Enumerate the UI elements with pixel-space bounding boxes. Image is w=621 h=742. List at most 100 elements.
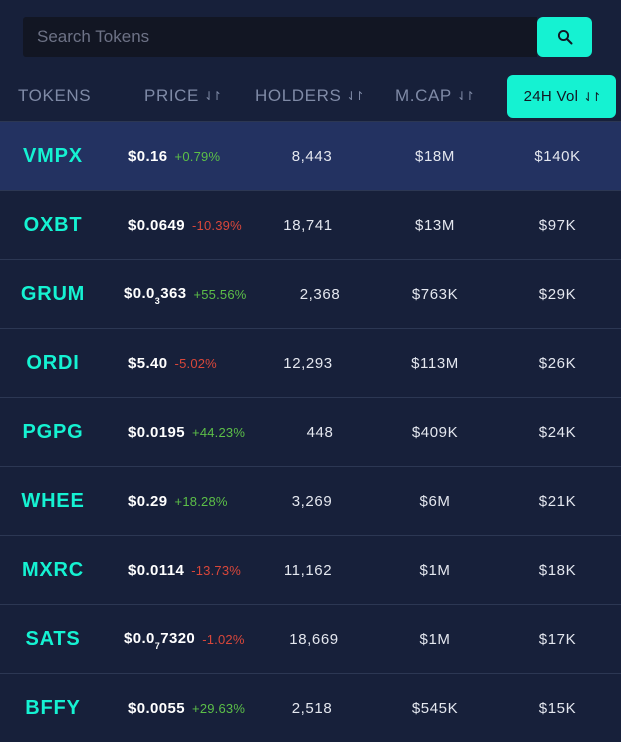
- token-price: $0.16: [128, 148, 168, 165]
- sort-icon: ⇃↾: [346, 89, 364, 103]
- token-symbol[interactable]: ORDI: [26, 351, 80, 374]
- price-main: $0.0055: [128, 699, 186, 717]
- token-row[interactable]: SATS $0.077320 -1.02% 18,669 $1M $17K: [0, 604, 621, 673]
- volume-24h: $97K: [538, 216, 577, 234]
- search-button[interactable]: [537, 17, 592, 57]
- holders-count: 8,443: [291, 147, 333, 165]
- token-symbol[interactable]: PGPG: [22, 420, 84, 443]
- sort-icon: ⇃↾: [456, 89, 475, 103]
- holders-count: 18,669: [289, 630, 339, 648]
- holders-count: 2,518: [291, 699, 333, 717]
- price-cell: $0.29 +18.28%: [128, 467, 228, 535]
- token-symbol[interactable]: OXBT: [23, 213, 83, 236]
- price-zero-count: 7: [154, 640, 161, 651]
- volume-24h: $24K: [538, 423, 577, 441]
- price-change: -5.02%: [174, 355, 217, 371]
- token-symbol[interactable]: BFFY: [25, 696, 81, 719]
- price-main: $5.40: [128, 354, 168, 372]
- price-cell: $0.0114 -13.73%: [128, 536, 241, 604]
- price-main: $0.29: [128, 492, 168, 510]
- token-row[interactable]: MXRC $0.0114 -13.73% 11,162 $1M $18K: [0, 535, 621, 604]
- price-digits: 7320: [160, 629, 196, 647]
- price-cell: $0.0195 +44.23%: [128, 398, 245, 466]
- token-price: $0.0114: [128, 562, 184, 579]
- market-cap: $409K: [411, 423, 459, 441]
- market-cap: $1M: [419, 630, 451, 648]
- market-cap: $1M: [419, 561, 451, 579]
- header-mcap[interactable]: M.CAP ⇃↾: [395, 74, 475, 118]
- token-row[interactable]: VMPX $0.16 +0.79% 8,443 $18M $140K: [0, 121, 621, 190]
- token-symbol[interactable]: MXRC: [21, 558, 85, 581]
- volume-24h: $17K: [538, 630, 577, 648]
- price-change: -10.39%: [192, 217, 242, 233]
- volume-24h: $15K: [538, 699, 577, 717]
- header-holders-label: HOLDERS: [255, 86, 342, 105]
- token-row[interactable]: OXBT $0.0649 -10.39% 18,741 $13M $97K: [0, 190, 621, 259]
- price-main: $0.0114: [128, 561, 185, 579]
- holders-count: 12,293: [283, 354, 333, 372]
- token-row[interactable]: BFFY $0.0055 +29.63% 2,518 $545K $15K: [0, 673, 621, 742]
- price-main: $0.0: [124, 284, 155, 302]
- token-price: $0.0195: [128, 424, 185, 441]
- header-holders[interactable]: HOLDERS ⇃↾: [255, 74, 365, 118]
- holders-count: 3,269: [291, 492, 333, 510]
- token-price: $0.077320: [124, 629, 196, 651]
- header-24h-vol[interactable]: 24H Vol ⇃↾: [507, 75, 616, 118]
- token-price: $0.29: [128, 493, 168, 510]
- header-price[interactable]: PRICE ⇃↾: [144, 74, 222, 118]
- volume-24h: $26K: [538, 354, 577, 372]
- holders-count: 2,368: [299, 285, 341, 303]
- header-mcap-label: M.CAP: [395, 86, 452, 105]
- market-cap: $113M: [411, 354, 459, 372]
- price-cell: $5.40 -5.02%: [128, 329, 217, 397]
- price-cell: $0.0649 -10.39%: [128, 191, 242, 259]
- volume-24h: $140K: [534, 147, 581, 165]
- token-symbol[interactable]: GRUM: [20, 282, 86, 305]
- market-cap: $18M: [415, 147, 455, 165]
- volume-24h: $29K: [538, 285, 577, 303]
- token-symbol[interactable]: SATS: [25, 627, 81, 650]
- token-row[interactable]: WHEE $0.29 +18.28% 3,269 $6M $21K: [0, 466, 621, 535]
- market-cap: $13M: [415, 216, 455, 234]
- price-change: +55.56%: [193, 286, 247, 302]
- header-tokens[interactable]: TOKENS: [18, 74, 91, 118]
- volume-24h: $21K: [538, 492, 577, 510]
- holders-count: 448: [306, 423, 334, 441]
- token-row[interactable]: PGPG $0.0195 +44.23% 448 $409K $24K: [0, 397, 621, 466]
- table-header: TOKENS PRICE ⇃↾ HOLDERS ⇃↾ M.CAP ⇃↾ 24H …: [0, 74, 621, 121]
- sort-icon: ⇃↾: [203, 89, 222, 103]
- token-price: $5.40: [128, 355, 168, 372]
- price-cell: $0.16 +0.79%: [128, 122, 220, 190]
- volume-24h: $18K: [538, 561, 577, 579]
- price-change: -1.02%: [202, 631, 245, 647]
- holders-count: 11,162: [283, 561, 333, 579]
- token-row[interactable]: GRUM $0.03363 +55.56% 2,368 $763K $29K: [0, 259, 621, 328]
- price-main: $0.16: [128, 147, 168, 165]
- market-cap: $763K: [411, 285, 459, 303]
- token-price: $0.03363: [124, 284, 187, 306]
- search-input[interactable]: [23, 17, 537, 57]
- search-icon: [557, 29, 572, 45]
- market-cap: $545K: [411, 699, 459, 717]
- header-vol-label: 24H Vol: [523, 88, 579, 105]
- price-change: +44.23%: [192, 424, 246, 440]
- price-change: +18.28%: [174, 493, 228, 509]
- price-change: +29.63%: [192, 700, 246, 716]
- price-cell: $0.0055 +29.63%: [128, 674, 245, 742]
- price-cell: $0.03363 +55.56%: [124, 260, 247, 328]
- price-change: +0.79%: [174, 148, 221, 164]
- price-cell: $0.077320 -1.02%: [124, 605, 245, 673]
- price-zero-count: 3: [154, 295, 161, 306]
- token-list: VMPX $0.16 +0.79% 8,443 $18M $140K OXBT $0.0649…: [0, 121, 621, 742]
- price-digits: 363: [160, 284, 187, 302]
- header-tokens-label: TOKENS: [18, 86, 92, 105]
- token-symbol[interactable]: WHEE: [21, 489, 85, 512]
- price-main: $0.0: [124, 629, 155, 647]
- token-row[interactable]: ORDI $5.40 -5.02% 12,293 $113M $26K: [0, 328, 621, 397]
- token-price: $0.0649: [128, 217, 185, 234]
- price-main: $0.0195: [128, 423, 186, 441]
- token-symbol[interactable]: VMPX: [23, 144, 83, 167]
- sort-icon: ⇃↾: [583, 89, 601, 104]
- search-bar: [23, 17, 592, 57]
- market-cap: $6M: [419, 492, 451, 510]
